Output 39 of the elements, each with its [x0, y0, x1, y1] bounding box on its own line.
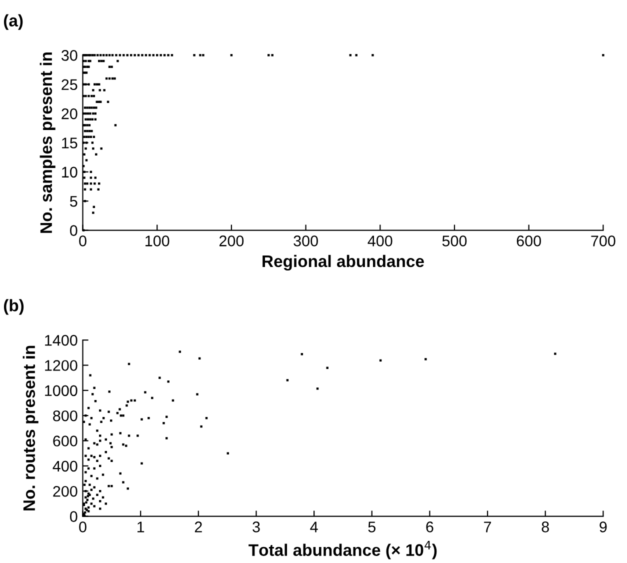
x-tick-label: 600	[516, 236, 541, 246]
x-tick-label: 8	[542, 522, 549, 532]
x-tick-label: 5	[368, 522, 376, 532]
y-tick-label: 400	[52, 460, 78, 472]
y-tick-label: 15	[62, 138, 78, 148]
x-tick-label: 2	[194, 522, 202, 532]
y-tick-label: 1400	[45, 334, 78, 346]
y-tick-label: 600	[53, 436, 78, 446]
x-axis-title: Regional abundance	[262, 254, 424, 271]
y-tick-label: 10	[62, 166, 78, 178]
x-tick-label: 500	[442, 236, 467, 246]
x-tick-label: 4	[310, 522, 318, 532]
x-tick-label: 400	[368, 236, 392, 246]
x-tick-label: 6	[426, 522, 434, 532]
y-axis-title: No. routes present in	[22, 346, 38, 510]
y-tick-label: 30	[61, 50, 78, 61]
y-tick-label: 20	[62, 108, 78, 120]
y-tick-label: 800	[53, 410, 78, 422]
x-tick-label: 200	[219, 236, 244, 246]
chart-title: (b)	[4, 299, 24, 315]
x-tick-label: 0	[79, 522, 86, 532]
x-tick-label: 9	[600, 522, 607, 532]
y-tick-label: 0	[70, 511, 78, 522]
x-tick-label: 300	[294, 236, 318, 246]
y-tick-label: 1200	[45, 360, 78, 371]
y-axis-title: No. samples present in	[40, 52, 56, 233]
x-axis-title: Total abundance (× 10$^{4}$)	[248, 540, 437, 560]
x-tick-label: 100	[146, 236, 170, 246]
x-tick-label: 3	[252, 522, 260, 532]
y-tick-label: 5	[70, 196, 78, 207]
x-tick-label: 1	[138, 522, 144, 532]
y-tick-label: 0	[70, 225, 78, 236]
x-tick-label: 700	[591, 236, 616, 246]
chart-title: (a)	[4, 14, 23, 30]
x-tick-label: 0	[79, 236, 86, 246]
x-tick-label: 7	[484, 522, 492, 532]
y-tick-label: 200	[53, 486, 78, 497]
y-tick-label: 1000	[45, 385, 78, 396]
y-tick-label: 25	[62, 79, 78, 90]
